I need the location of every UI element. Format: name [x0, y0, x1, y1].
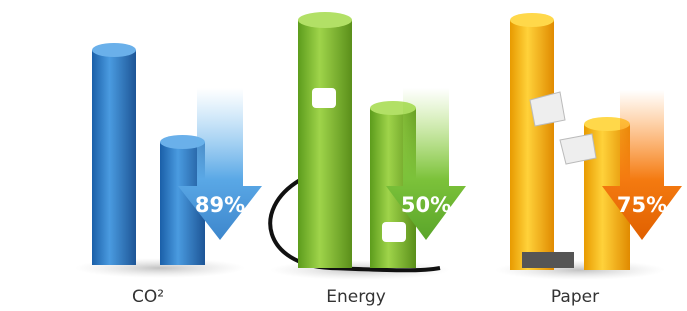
cylinder-top — [92, 43, 136, 57]
socket — [312, 88, 336, 108]
label: CO² — [132, 287, 164, 307]
paper-stack — [522, 252, 574, 268]
paper-group: 75% Paper — [495, 13, 682, 307]
reduction: 50% — [401, 193, 451, 217]
label: Energy — [326, 287, 386, 307]
cylinder — [510, 20, 554, 270]
reduction: 75% — [617, 193, 667, 217]
label: Paper — [551, 287, 599, 307]
socket — [382, 222, 406, 242]
infographic: 89% CO² 50% Energy 75% Paper — [0, 0, 687, 311]
co2-group: 89% CO² — [75, 43, 262, 307]
page: 89% CO² 50% Energy 75% Paper (() => { co… — [0, 0, 687, 311]
energy-group: 50% Energy — [270, 12, 466, 307]
paper-sheet — [560, 134, 596, 164]
cylinder — [298, 20, 352, 268]
cylinder — [92, 50, 136, 265]
cylinder-top — [298, 12, 352, 28]
reduction: 89% — [195, 193, 245, 217]
cylinder-top — [510, 13, 554, 27]
